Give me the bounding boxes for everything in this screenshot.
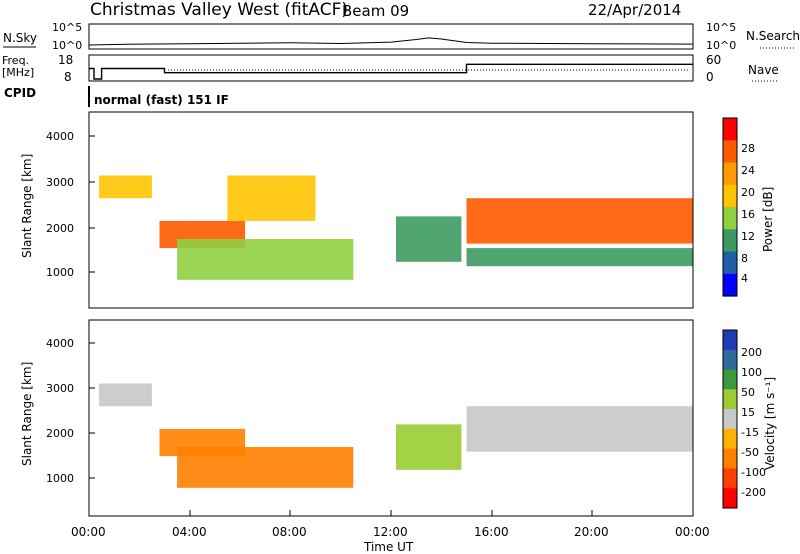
power-colorbar-swatch-4 — [723, 207, 737, 230]
cpid-text: normal (fast) 151 IF — [94, 93, 229, 107]
vel-colorbar-swatch-5 — [723, 428, 737, 450]
power-cb-tick-12: 12 — [741, 230, 755, 243]
cpid-label: CPID — [4, 86, 36, 100]
x-tick-1200: 12:00 — [373, 525, 408, 539]
vel-y-tick-2000: 2000 — [46, 427, 74, 440]
nsky-left-tick-top: 10^5 — [52, 21, 82, 34]
power-colorbar-frame — [722, 117, 738, 297]
power-colorbar-swatch-0 — [723, 118, 737, 141]
vel-cells-feature-0 — [99, 383, 152, 407]
x-tick-0800: 08:00 — [272, 525, 307, 539]
power-colorbar-swatch-6 — [723, 251, 737, 275]
nsky-label: N.Sky — [3, 31, 37, 45]
power-cb-tick-24: 24 — [741, 164, 755, 177]
power-y-ticks — [89, 135, 95, 273]
power-heatmap — [99, 175, 693, 280]
power-panel: 4000 3000 2000 1000 Slant Range [km] 28 … — [20, 111, 775, 309]
power-colorbar-label: Power [dB] — [761, 187, 775, 252]
vel-colorbar-swatch-7 — [723, 468, 737, 489]
vel-colorbar-swatch-1 — [723, 349, 737, 371]
power-cells-feature-2 — [227, 175, 316, 221]
vel-cb-tick-15: 15 — [741, 406, 755, 419]
vel-cells-feature-2 — [177, 447, 354, 488]
power-y-tick-2000: 2000 — [46, 222, 74, 235]
vel-colorbar-swatch-8 — [723, 488, 737, 509]
freq-frame — [88, 54, 694, 82]
power-colorbar-swatch-1 — [723, 140, 737, 164]
nsky-left-tick-bottom: 10^0 — [52, 39, 82, 52]
power-colorbar-swatch-2 — [723, 162, 737, 186]
beam-label: Beam 09 — [342, 2, 409, 20]
x-axis-label: Time UT — [363, 540, 414, 554]
vel-cb-tick-neg50: -50 — [741, 446, 759, 459]
power-y-tick-3000: 3000 — [46, 176, 74, 189]
power-cells-feature-5 — [466, 198, 693, 244]
nsky-right-tick-bottom: 10^0 — [706, 39, 736, 52]
vel-cb-tick-200: 200 — [741, 346, 762, 359]
vel-colorbar-swatch-3 — [723, 389, 737, 410]
vel-colorbar-swatch-0 — [723, 330, 737, 351]
vel-y-tick-3000: 3000 — [46, 382, 74, 395]
nsky-series-line — [88, 37, 694, 46]
freq-unit-label: [MHz] — [2, 66, 34, 79]
nave-right-tick-bottom: 0 — [706, 70, 714, 84]
vel-colorbar-swatch-6 — [723, 448, 737, 469]
power-frame — [88, 111, 694, 309]
nave-right-tick-top: 60 — [706, 53, 721, 67]
vel-cells-feature-4 — [466, 406, 693, 452]
power-y-tick-4000: 4000 — [46, 130, 74, 143]
power-cells-feature-6 — [466, 248, 693, 267]
power-cells-feature-4 — [396, 216, 462, 262]
power-colorbar-swatch-7 — [723, 273, 737, 297]
vel-cb-tick-neg200: -200 — [741, 486, 766, 499]
vel-cb-tick-100: 100 — [741, 366, 762, 379]
date-label: 22/Apr/2014 — [588, 1, 681, 19]
x-tick-0000: 00:00 — [71, 525, 106, 539]
vel-cells-feature-3 — [396, 424, 462, 470]
vel-colorbar-swatch-4 — [723, 409, 737, 430]
x-tick-2400: 00:00 — [675, 525, 710, 539]
nave-label: Nave — [748, 63, 779, 77]
velocity-panel: 4000 3000 2000 1000 Slant Range [km] 200… — [20, 319, 777, 517]
station-title: Christmas Valley West (fitACF) — [90, 0, 348, 20]
velocity-y-axis-label: Slant Range [km] — [20, 362, 34, 466]
power-cb-tick-8: 8 — [741, 252, 748, 265]
freq-left-tick-bottom: 8 — [64, 70, 72, 84]
power-cells-feature-0 — [99, 175, 152, 199]
velocity-colorbar-frame — [722, 329, 738, 509]
power-cb-tick-16: 16 — [741, 208, 755, 221]
nsky-panel: N.Sky 10^5 10^0 10^5 10^0 N.Search — [3, 21, 800, 52]
vel-y-tick-1000: 1000 — [46, 472, 74, 485]
power-colorbar-swatch-3 — [723, 184, 737, 208]
power-cells-feature-3 — [177, 239, 354, 280]
vel-y-tick-4000: 4000 — [46, 337, 74, 350]
power-y-axis-label: Slant Range [km] — [20, 154, 34, 258]
time-x-ticks — [88, 510, 694, 516]
velocity-colorbar-label: Velocity [m s⁻¹] — [763, 377, 777, 470]
nsearch-label: N.Search — [746, 29, 800, 43]
velocity-heatmap — [99, 383, 693, 488]
freq-panel: Freq. [MHz] 18 8 60 0 Nave — [2, 53, 779, 84]
power-cb-tick-20: 20 — [741, 186, 755, 199]
freq-series-line — [89, 63, 693, 80]
nsky-right-tick-top: 10^5 — [706, 21, 736, 34]
x-tick-0400: 04:00 — [172, 525, 207, 539]
velocity-y-ticks — [89, 342, 95, 479]
vel-cb-tick-50: 50 — [741, 386, 755, 399]
freq-label: Freq. — [2, 54, 29, 67]
vel-cb-tick-neg100: -100 — [741, 466, 766, 479]
velocity-colorbar — [723, 330, 737, 509]
power-colorbar-swatch-5 — [723, 229, 737, 253]
power-colorbar — [723, 118, 737, 297]
x-tick-1600: 16:00 — [474, 525, 509, 539]
vel-cb-tick-neg15: -15 — [741, 426, 759, 439]
power-y-tick-1000: 1000 — [46, 266, 74, 279]
vel-colorbar-swatch-2 — [723, 369, 737, 390]
x-tick-2000: 20:00 — [574, 525, 609, 539]
power-cb-tick-4: 4 — [741, 272, 748, 285]
freq-left-tick-top: 18 — [58, 53, 73, 67]
power-cb-tick-28: 28 — [741, 142, 755, 155]
nsky-frame — [88, 23, 694, 50]
